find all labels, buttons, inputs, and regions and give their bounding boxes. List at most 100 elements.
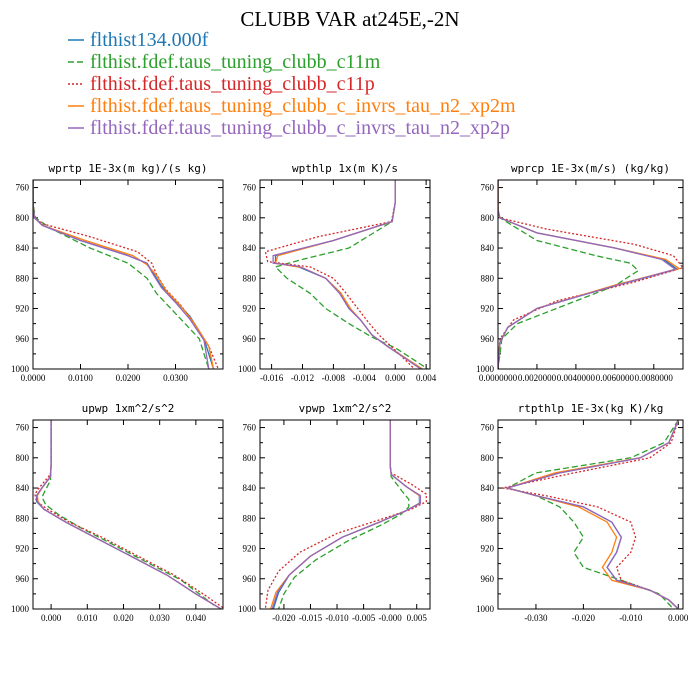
y-tick-label: 880: [243, 273, 257, 283]
y-tick-label: 760: [481, 183, 495, 193]
x-tick-label: -0.016: [260, 373, 284, 383]
chart-panel: vpwp 1xm^2/s^2 760 800 840 880 920 960 1000 -0.0…: [238, 402, 431, 623]
panels: wprtp 1E-3x(m kg)/(s kg) 760 800 840 880 920 9…: [11, 162, 689, 623]
y-tick-label: 960: [16, 334, 30, 344]
x-tick-label: -0.020: [272, 613, 296, 623]
y-tick-label: 800: [243, 453, 257, 463]
legend: flthist134.000fflthist.fdef.taus_tuning_…: [68, 29, 516, 139]
series-group: [264, 420, 427, 609]
plot-frame: [259, 179, 431, 370]
series-group: [502, 420, 679, 609]
series-line-xp2m: [36, 420, 222, 609]
y-tick-label: 840: [16, 483, 30, 493]
series-line-c11p: [34, 420, 223, 609]
legend-label: flthist.fdef.taus_tuning_clubb_c11m: [90, 51, 381, 73]
series-line-c11m: [498, 180, 640, 369]
x-tick-label: -0.030: [524, 613, 548, 623]
y-tick-label: 760: [16, 423, 30, 433]
plot-frame: [497, 419, 684, 610]
y-tick-label: 880: [481, 513, 495, 523]
series-line-xp2p: [35, 420, 222, 609]
y-tick-label: 800: [16, 453, 30, 463]
legend-item: flthist.fdef.taus_tuning_clubb_c_invrs_t…: [68, 117, 510, 139]
x-tick-label: -0.010: [325, 613, 349, 623]
series-line-c11p: [264, 420, 427, 609]
y-tick-label: 1000: [11, 364, 30, 374]
chart-panel: upwp 1xm^2/s^2 760 800 840 880 920 960 1000 0.00…: [11, 402, 224, 623]
series-line-flthist134-000f: [33, 180, 215, 369]
series-line-xp2m: [33, 180, 215, 369]
series-line-xp2p: [498, 180, 677, 369]
panel-title: wprcp 1E-3x(m/s) (kg/kg): [511, 162, 670, 175]
series-line-xp2p: [505, 420, 679, 609]
series-line-xp2m: [498, 180, 681, 369]
x-tick-label: -0.004: [353, 373, 377, 383]
y-tick-label: 880: [16, 273, 30, 283]
x-tick-label: -0.015: [299, 613, 323, 623]
x-tick-label: -0.010: [619, 613, 643, 623]
legend-label: flthist134.000f: [90, 29, 209, 51]
y-tick-label: 960: [481, 334, 495, 344]
series-group: [33, 180, 219, 369]
chart-panel: wprtp 1E-3x(m kg)/(s kg) 760 800 840 880 920 9…: [11, 162, 224, 383]
x-tick-label: 0.0040000: [557, 373, 596, 383]
y-tick-label: 880: [481, 273, 495, 283]
y-tick-label: 1000: [11, 604, 30, 614]
y-tick-label: 800: [16, 213, 30, 223]
series-line-xp2p: [272, 180, 422, 369]
x-tick-label: 0.0080000: [635, 373, 674, 383]
panel-title: wprtp 1E-3x(m kg)/(s kg): [49, 162, 208, 175]
y-tick-label: 760: [16, 183, 30, 193]
series-line-xp2p: [33, 180, 210, 369]
page-title: CLUBB VAR at245E,-2N: [240, 7, 459, 31]
y-tick-label: 800: [481, 213, 495, 223]
x-tick-label: 0.010: [77, 613, 98, 623]
chart-panel: wpthlp 1x(m K)/s7608008408809209601000-0…: [238, 162, 437, 383]
legend-item: flthist.fdef.taus_tuning_clubb_c11p: [68, 73, 375, 95]
x-tick-label: -0.012: [291, 373, 314, 383]
x-tick-label: -0.005: [352, 613, 376, 623]
y-tick-label: 960: [16, 574, 30, 584]
y-tick-label: 840: [243, 243, 257, 253]
y-tick-label: 1000: [476, 364, 495, 374]
y-tick-label: 1000: [476, 604, 495, 614]
y-tick-label: 760: [481, 423, 495, 433]
x-tick-label: -0.008: [322, 373, 346, 383]
x-tick-label: 0.0020000: [518, 373, 557, 383]
series-line-flthist134-000f: [498, 180, 679, 369]
series-line-c11m: [33, 180, 210, 369]
series-line-c11m: [41, 420, 215, 606]
panel-title: upwp 1xm^2/s^2: [82, 402, 175, 415]
y-tick-label: 840: [16, 243, 30, 253]
y-tick-label: 880: [16, 513, 30, 523]
series-line-c11m: [274, 180, 429, 369]
plot-frame: [32, 179, 224, 370]
x-tick-label: 0.000: [668, 613, 689, 623]
series-line-c11p: [33, 180, 219, 369]
y-tick-label: 920: [243, 304, 257, 314]
legend-item: flthist.fdef.taus_tuning_clubb_c11m: [68, 51, 381, 73]
y-tick-label: 760: [243, 183, 257, 193]
series-line-xp2p: [271, 420, 422, 609]
plot-frame: [497, 179, 684, 370]
series-line-c11m: [277, 420, 410, 609]
x-tick-label: 0.020: [113, 613, 134, 623]
legend-label: flthist.fdef.taus_tuning_clubb_c_invrs_t…: [90, 117, 510, 139]
series-line-c11p: [502, 420, 679, 609]
y-tick-label: 920: [16, 544, 30, 554]
panel-title: rtpthlp 1E-3x(kg K)/kg: [518, 402, 664, 415]
y-tick-label: 880: [243, 513, 257, 523]
series-group: [34, 420, 223, 609]
series-line-xp2m: [274, 180, 423, 369]
x-tick-label: 0.040: [186, 613, 207, 623]
x-tick-label: 0.000: [385, 373, 406, 383]
series-group: [498, 180, 683, 369]
panel-title: vpwp 1xm^2/s^2: [299, 402, 392, 415]
legend-item: flthist134.000f: [68, 29, 209, 51]
y-tick-label: 840: [481, 483, 495, 493]
chart-panel: rtpthlp 1E-3x(kg K)/kg 760 800 840 880 920 960…: [476, 402, 689, 623]
legend-item: flthist.fdef.taus_tuning_clubb_c_invrs_t…: [68, 95, 516, 117]
x-tick-label: 0.0000: [21, 373, 46, 383]
x-tick-label: 0.004: [416, 373, 437, 383]
y-tick-label: 920: [16, 304, 30, 314]
